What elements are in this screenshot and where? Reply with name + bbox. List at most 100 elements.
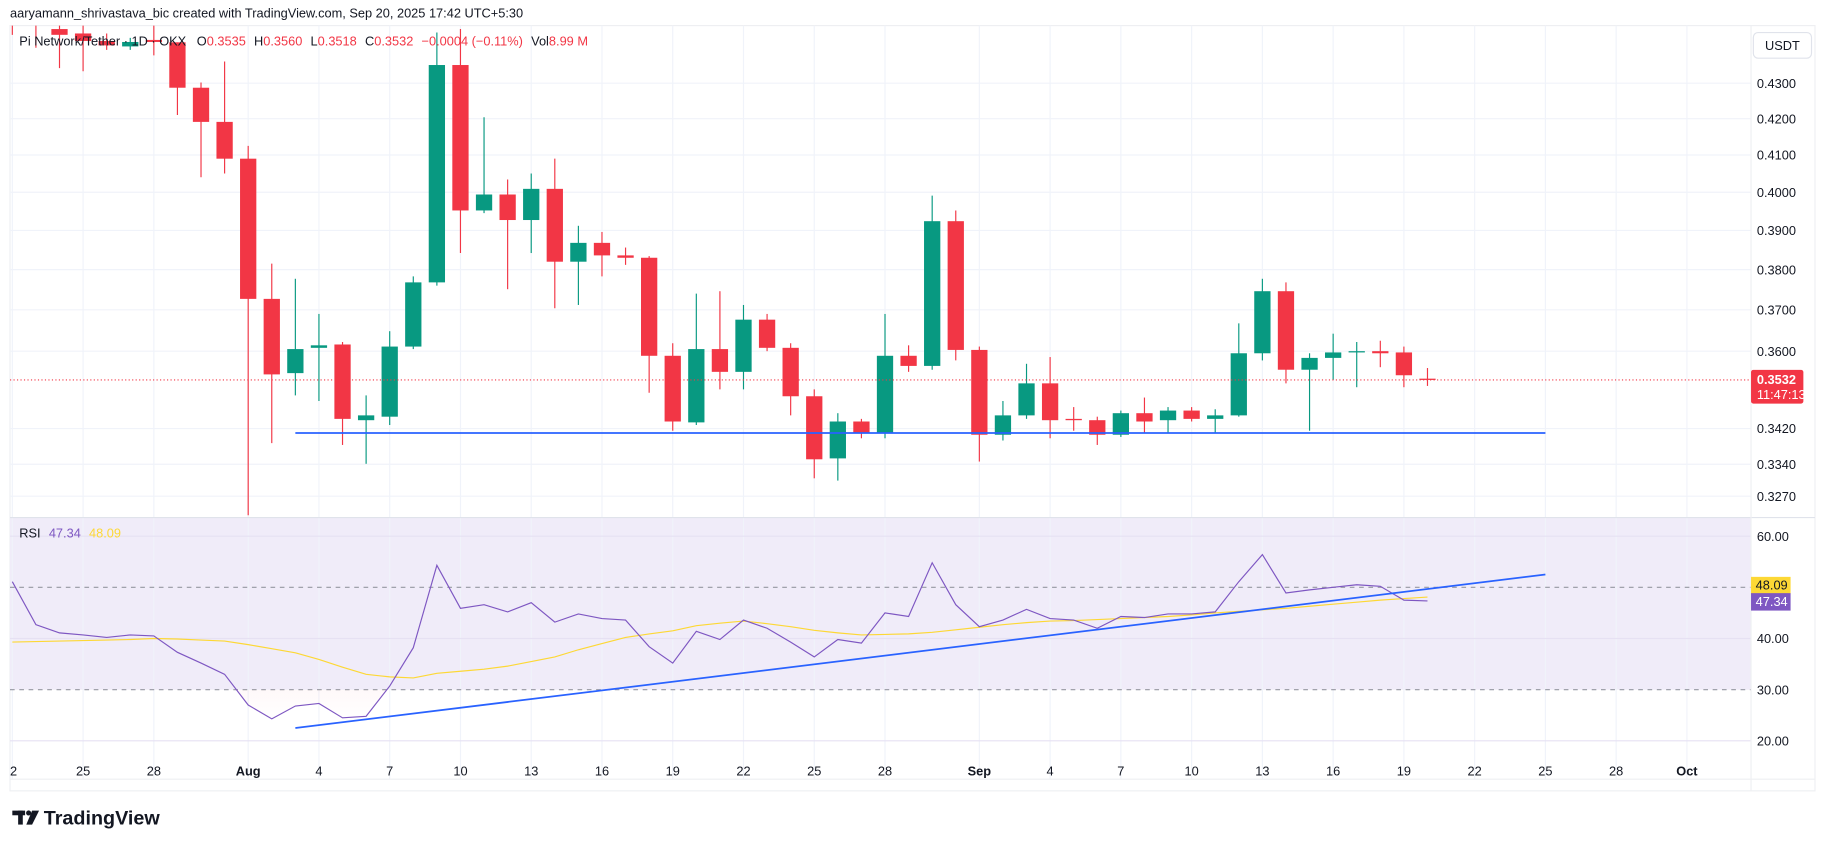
last-price-label: 0.3532 11:47:13 [1751, 369, 1806, 404]
close-label: C [365, 33, 374, 48]
candle-body [1419, 378, 1436, 380]
candle-body [51, 29, 68, 35]
rsi-ma-line [12, 596, 1428, 679]
candle [169, 42, 186, 116]
tradingview-logo-icon [12, 810, 40, 825]
candle-body [546, 188, 563, 262]
candle-body [1041, 383, 1059, 421]
candle [287, 278, 304, 396]
high-label: H [254, 33, 263, 48]
time-axis-label: 25 [76, 764, 90, 779]
candle [1041, 357, 1059, 439]
candle-body [1065, 418, 1082, 421]
candle [74, 25, 92, 72]
candle-body [310, 345, 328, 348]
symbol-label[interactable]: Pi Network/Tether · 1D · OKX [19, 33, 186, 48]
candle-body [806, 396, 823, 460]
rsi-ma-axis-value: 48.09 [1756, 578, 1788, 593]
time-axis-label: 13 [524, 764, 538, 779]
candle-body [617, 255, 634, 258]
candle [1183, 407, 1200, 422]
candle [688, 293, 705, 426]
candle-body [475, 194, 493, 211]
candle [1018, 363, 1035, 419]
candles [11, 21, 1436, 516]
tradingview-logo[interactable]: TradingView [12, 808, 160, 830]
candle-body [1324, 352, 1342, 358]
candle-body [1395, 352, 1413, 376]
rsi-legend: RSI 47.34 48.09 [19, 525, 121, 540]
axes: 2 25 28 Aug 4 7 10 13 16 19 22 25 28 Sep 4 7 10 13 16 19 22 2… [10, 76, 1796, 779]
candle-body [28, 21, 44, 23]
candle-body [1183, 410, 1200, 419]
time-axis-label: 25 [1538, 764, 1552, 779]
price-axis-label: 0.3700 [1757, 302, 1796, 317]
rsi-axis-label: 47.34 [1751, 593, 1791, 611]
time-axis-label: 28 [147, 764, 161, 779]
candle-body [782, 347, 799, 397]
candle [1207, 409, 1224, 434]
candle [334, 341, 351, 445]
candle [1395, 346, 1413, 388]
candle-body [240, 158, 257, 299]
candle [145, 25, 162, 56]
bar-countdown: 11:47:13 [1757, 387, 1806, 402]
time-axis-label: Oct [1676, 764, 1698, 779]
time-axis-label: 28 [1609, 764, 1623, 779]
candle [735, 304, 752, 390]
candle-body [593, 242, 611, 256]
rsi-line [11, 553, 1428, 720]
candle [593, 231, 611, 277]
time-axis-label: 2 [10, 764, 17, 779]
candle-body [1089, 420, 1106, 435]
price-axis-label: 0.3600 [1757, 344, 1796, 359]
rsi-label[interactable]: RSI [19, 525, 40, 540]
candle [1348, 341, 1365, 388]
candle-body [287, 349, 304, 374]
candle-body [688, 349, 705, 423]
price-axis-label: 0.3270 [1757, 489, 1796, 504]
candle [11, 25, 13, 35]
candle-body [853, 421, 870, 434]
time-axis-label: 25 [807, 764, 821, 779]
price-axis-label: 0.4000 [1757, 185, 1796, 200]
candle [98, 33, 115, 50]
candle [829, 413, 846, 481]
candle-body [570, 242, 587, 262]
time-axis-label: 10 [453, 764, 467, 779]
candle-body [381, 346, 398, 417]
candle-body [735, 319, 752, 372]
candle-body [1018, 383, 1035, 416]
candle-body [758, 319, 776, 348]
candle-body [900, 355, 917, 366]
candle-body [664, 355, 681, 422]
currency-label: USDT [1765, 38, 1800, 53]
candle-body [1159, 410, 1177, 421]
candle-body [829, 421, 846, 459]
open-label: O [197, 33, 207, 48]
price-axis-label: 0.3340 [1757, 457, 1796, 472]
candle-body [452, 65, 469, 211]
volume-value: 8.99 M [549, 33, 588, 48]
chart-credit: aaryamann_shrivastava_bic created with T… [10, 5, 523, 20]
close-value: 0.3532 [374, 33, 413, 48]
price-axis-label: 0.4200 [1757, 111, 1796, 126]
price-axis-label: 0.3900 [1757, 223, 1796, 238]
candle-body [74, 33, 92, 41]
candle-body [263, 298, 280, 375]
open-value: 0.3535 [207, 33, 246, 48]
candle [900, 345, 917, 372]
time-axis-label: 7 [1117, 764, 1124, 779]
rsi-oversold-area [12, 689, 1428, 719]
currency-button[interactable]: USDT [1752, 31, 1813, 59]
candle [947, 210, 964, 361]
candle [381, 331, 398, 426]
candle-body [1207, 415, 1224, 419]
time-axis-label: 4 [315, 764, 322, 779]
candle [546, 158, 563, 309]
candle [263, 263, 280, 444]
candle-body [1301, 357, 1318, 370]
time-axis-label: 22 [1468, 764, 1482, 779]
candle-body [1230, 353, 1247, 416]
candle [192, 82, 210, 178]
